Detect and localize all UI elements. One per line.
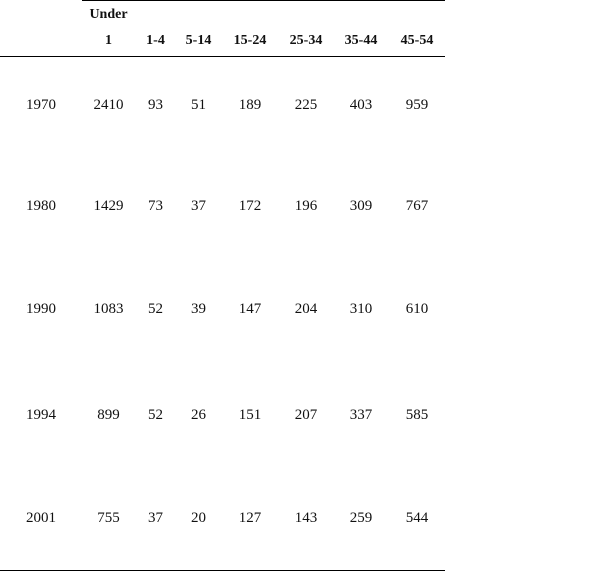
table-cell: 51 <box>191 97 206 113</box>
table-cell: 26 <box>191 407 206 423</box>
table-cell: 207 <box>294 407 318 423</box>
table-cell: 225 <box>294 97 318 113</box>
table-cell: 959 <box>405 97 429 113</box>
column-header: Under 1 <box>89 7 128 48</box>
bottom-rule <box>0 570 445 571</box>
table-cell: 52 <box>148 407 163 423</box>
column-header: 45-54 <box>400 33 434 48</box>
table-cell: 143 <box>294 510 318 526</box>
table-cell: 172 <box>238 198 262 214</box>
column-header: 1-4 <box>146 33 165 48</box>
table-cell: 196 <box>294 198 318 214</box>
row-year: 2001 <box>26 510 56 526</box>
table-cell: 544 <box>405 510 429 526</box>
table-cell: 585 <box>405 407 429 423</box>
table-cell: 899 <box>97 407 120 423</box>
column-header: 5-14 <box>185 33 212 48</box>
table-header: Under 1 1-4 5-14 15-24 25-34 35-44 45-54 <box>0 0 445 54</box>
table-cell: 127 <box>238 510 262 526</box>
table-cell: 403 <box>349 97 373 113</box>
table-cell: 767 <box>405 198 429 214</box>
table-cell: 73 <box>148 198 163 214</box>
table-cell: 52 <box>148 301 163 317</box>
table-cell: 337 <box>349 407 373 423</box>
row-year: 1980 <box>26 198 56 214</box>
column-header: 15-24 <box>233 33 267 48</box>
column-header: 35-44 <box>344 33 378 48</box>
top-rule <box>82 0 445 1</box>
table-cell: 1429 <box>93 198 124 214</box>
row-year: 1970 <box>26 97 56 113</box>
table-cell: 2410 <box>93 97 124 113</box>
table-cell: 39 <box>191 301 206 317</box>
table-cell: 20 <box>191 510 206 526</box>
table-cell: 1083 <box>93 301 124 317</box>
table-cell: 755 <box>97 510 120 526</box>
table-cell: 189 <box>238 97 262 113</box>
row-year: 1994 <box>26 407 56 423</box>
table-cell: 610 <box>405 301 429 317</box>
column-header: 25-34 <box>289 33 323 48</box>
table-cell: 204 <box>294 301 318 317</box>
row-year: 1990 <box>26 301 56 317</box>
table-cell: 151 <box>238 407 262 423</box>
header-rule <box>0 56 445 57</box>
table-cell: 37 <box>148 510 163 526</box>
table-cell: 147 <box>238 301 262 317</box>
table-cell: 37 <box>191 198 206 214</box>
table-cell: 309 <box>349 198 373 214</box>
table-cell: 259 <box>349 510 373 526</box>
table-cell: 93 <box>148 97 163 113</box>
table-cell: 310 <box>349 301 373 317</box>
